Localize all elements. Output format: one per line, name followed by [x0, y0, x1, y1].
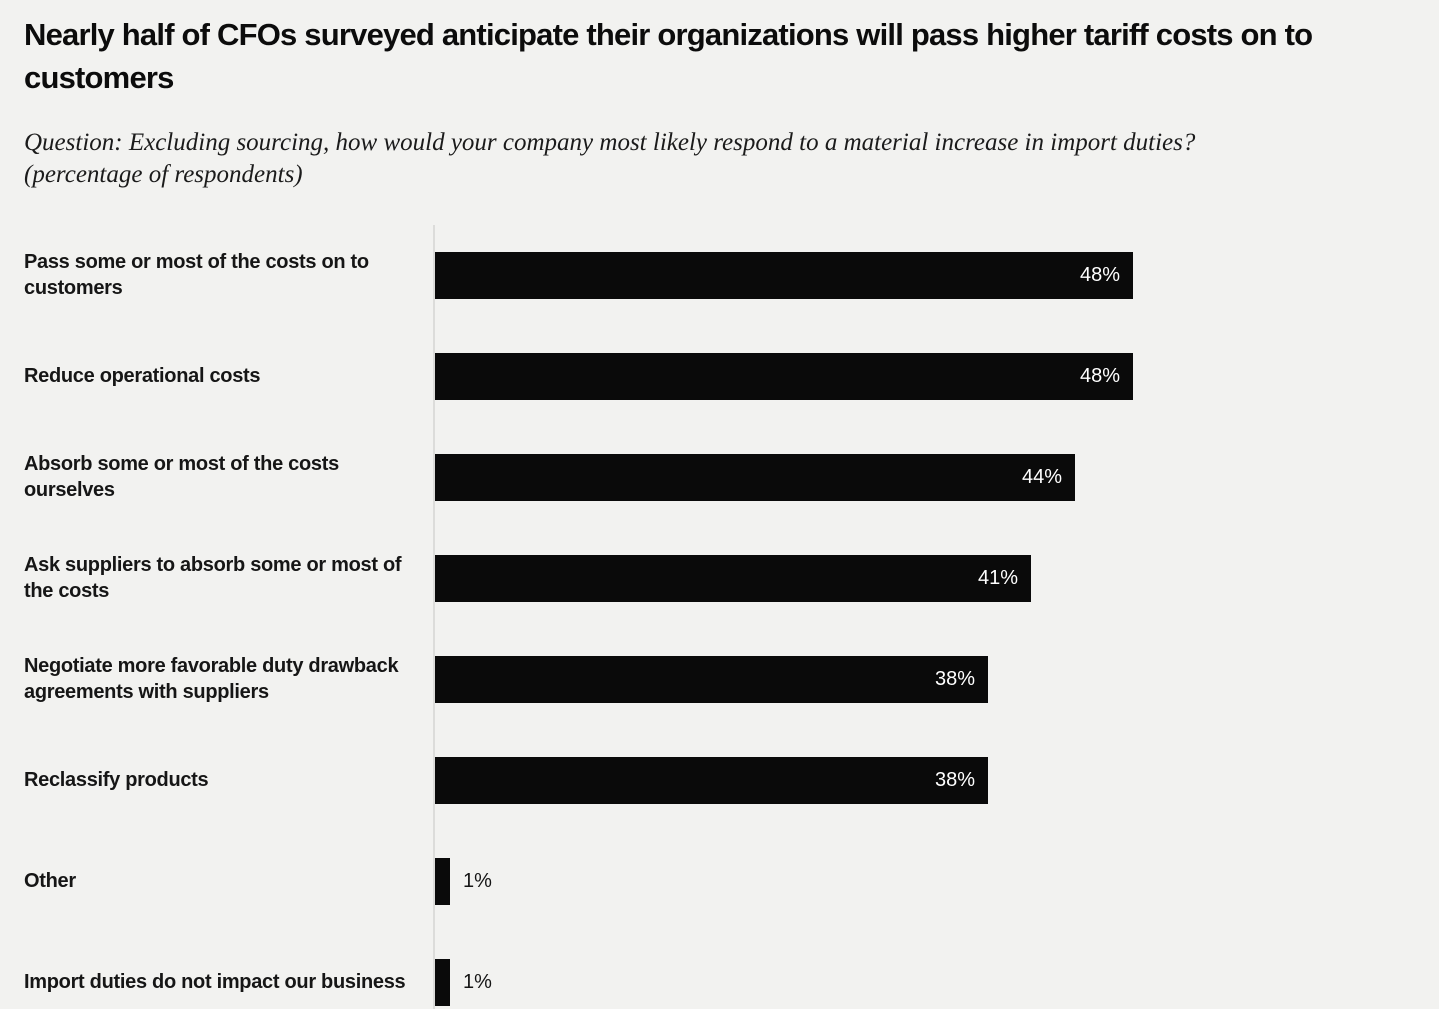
bar: 48% — [435, 251, 1133, 299]
bar-track: 1% — [433, 830, 1439, 932]
chart-subtitle: Question: Excluding sourcing, how would … — [24, 128, 1196, 189]
bar-row: Reduce operational costs 48% — [0, 325, 1439, 427]
bar-row: Reclassify products 38% — [0, 729, 1439, 831]
bar-row: Import duties do not impact our business… — [0, 931, 1439, 1009]
value-label: 44% — [1021, 465, 1062, 488]
bar-row: Other 1% — [0, 830, 1439, 932]
bar-row: Pass some or most of the costs on to cus… — [0, 224, 1439, 326]
bar-track: 48% — [433, 325, 1439, 427]
category-label: Ask suppliers to absorb some or most of … — [24, 553, 402, 603]
bar — [435, 958, 450, 1006]
category-label: Negotiate more favorable duty drawback a… — [24, 654, 399, 704]
value-label: 48% — [1079, 364, 1120, 387]
category-label: Import duties do not impact our business — [24, 970, 406, 993]
bar: 48% — [435, 352, 1133, 400]
category-label: Pass some or most of the costs on to cus… — [24, 250, 369, 300]
bar: 38% — [435, 756, 988, 804]
value-label: 48% — [1079, 263, 1120, 286]
category-label: Other — [24, 869, 76, 892]
value-label: 41% — [977, 566, 1018, 589]
bar-track: 41% — [433, 527, 1439, 629]
chart-title: Nearly half of CFOs surveyed anticipate … — [24, 17, 1313, 95]
bar-track: 38% — [433, 729, 1439, 831]
bar — [435, 857, 450, 905]
category-label: Reclassify products — [24, 768, 209, 791]
bar-row: Absorb some or most of the costs ourselv… — [0, 426, 1439, 528]
bar-chart: Pass some or most of the costs on to cus… — [0, 224, 1439, 1009]
bar-track: 38% — [433, 628, 1439, 730]
bar: 38% — [435, 655, 988, 703]
bar: 41% — [435, 554, 1031, 602]
bar-track: 44% — [433, 426, 1439, 528]
value-label: 1% — [463, 869, 492, 892]
bar-row: Ask suppliers to absorb some or most of … — [0, 527, 1439, 629]
bar-row: Negotiate more favorable duty drawback a… — [0, 628, 1439, 730]
category-label: Absorb some or most of the costs ourselv… — [24, 452, 339, 502]
value-label: 38% — [934, 667, 975, 690]
bar-track: 1% — [433, 931, 1439, 1009]
value-label: 38% — [934, 768, 975, 791]
category-label: Reduce operational costs — [24, 364, 261, 387]
value-label: 1% — [463, 970, 492, 993]
bar-track: 48% — [433, 224, 1439, 326]
bar: 44% — [435, 453, 1075, 501]
